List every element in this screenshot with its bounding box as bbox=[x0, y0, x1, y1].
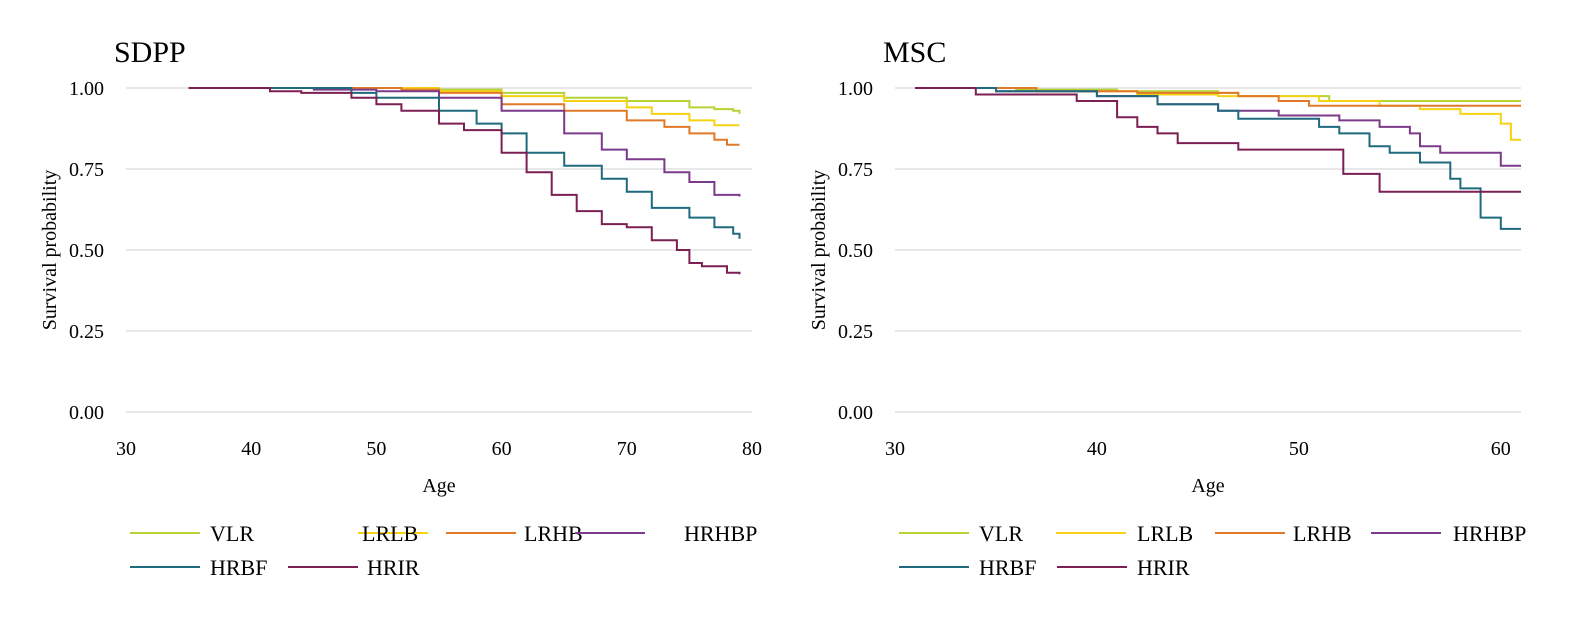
y-tick-label: 0.75 bbox=[838, 159, 873, 181]
legend-label-hrir: HRIR bbox=[1137, 555, 1190, 580]
series-line-hrhbp bbox=[915, 87, 1521, 167]
sdpp-panel: SDPP 0.00 0.25 0.50 0.75 1.00 30 40 50 60 70 80 Age S… bbox=[39, 36, 762, 580]
x-tick-label: 60 bbox=[1491, 438, 1511, 460]
legend-label-vlr: VLR bbox=[210, 521, 254, 546]
legend-label-lrhb: LRHB bbox=[1293, 521, 1352, 546]
x-tick-label: 50 bbox=[366, 438, 386, 460]
legend-label-lrhb: LRHB bbox=[524, 521, 583, 546]
legend-label-hrbf: HRBF bbox=[210, 555, 267, 580]
legend-label-vlr: VLR bbox=[979, 521, 1023, 546]
series-line-hrir bbox=[915, 87, 1521, 193]
legend-label-lrlb: LRLB bbox=[1137, 521, 1193, 546]
legend-label-hrir: HRIR bbox=[367, 555, 420, 580]
x-tick-label: 30 bbox=[885, 438, 905, 460]
legend-label-hrbf: HRBF bbox=[979, 555, 1036, 580]
x-tick-label: 30 bbox=[116, 438, 136, 460]
x-tick-label: 60 bbox=[492, 438, 512, 460]
series-line-lrhb bbox=[188, 87, 740, 146]
x-axis-label: Age bbox=[1191, 475, 1224, 497]
y-tick-label: 0.25 bbox=[69, 321, 104, 343]
y-tick-label: 0.25 bbox=[838, 321, 873, 343]
y-axis-label: Survival probability bbox=[39, 170, 61, 331]
y-tick-label: 0.00 bbox=[838, 402, 873, 424]
y-tick-label: 1.00 bbox=[838, 78, 873, 100]
x-axis-label: Age bbox=[422, 475, 455, 497]
legend-label-hrhbp: HRHBP bbox=[684, 521, 757, 546]
chart-title: MSC bbox=[883, 36, 946, 69]
x-tick-label: 50 bbox=[1289, 438, 1309, 460]
series-line-hrbf bbox=[915, 87, 1521, 230]
series-line-hrbf bbox=[188, 87, 741, 239]
y-tick-label: 0.00 bbox=[69, 402, 104, 424]
legend-label-lrlb: LRLB bbox=[362, 521, 418, 546]
x-tick-label: 80 bbox=[742, 438, 762, 460]
y-tick-label: 0.50 bbox=[838, 240, 873, 262]
x-tick-label: 40 bbox=[1087, 438, 1107, 460]
x-tick-label: 70 bbox=[617, 438, 637, 460]
y-axis-label: Survival probability bbox=[808, 170, 830, 331]
chart-title: SDPP bbox=[114, 36, 186, 69]
x-tick-label: 40 bbox=[241, 438, 261, 460]
y-tick-label: 1.00 bbox=[69, 78, 104, 100]
msc-panel: MSC 0.00 0.25 0.50 0.75 1.00 30 40 50 60 Age Surviv… bbox=[808, 36, 1526, 580]
y-tick-label: 0.50 bbox=[69, 240, 104, 262]
series-line-hrhbp bbox=[188, 87, 741, 197]
y-tick-label: 0.75 bbox=[69, 159, 104, 181]
series-line-hrir bbox=[188, 87, 741, 275]
series-line-lrlb bbox=[915, 87, 1521, 141]
legend-label-hrhbp: HRHBP bbox=[1453, 521, 1526, 546]
